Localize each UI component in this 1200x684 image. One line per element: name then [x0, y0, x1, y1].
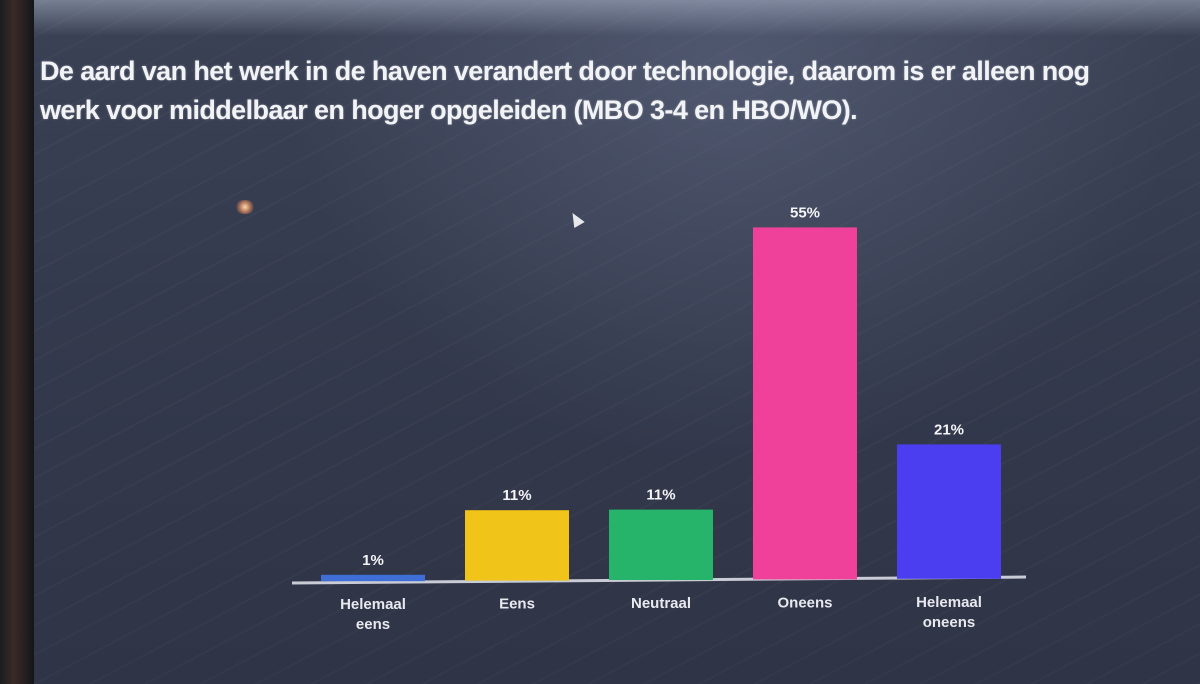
bar-3	[753, 227, 857, 580]
screen-glare	[34, 0, 1200, 36]
bar-value-label: 21%	[934, 421, 964, 438]
monitor-bezel	[0, 0, 34, 684]
bar-value-label: 11%	[646, 487, 675, 504]
poll-question: De aard van het werk in de haven verande…	[40, 56, 1090, 125]
poll-bar-chart: 1% Helemaal eens 11% Eens 11% Neutraal 55% Oneen…	[291, 204, 1027, 633]
bar-4	[897, 444, 1001, 579]
bar-value-label: 11%	[502, 487, 531, 504]
bar-value-label: 55%	[790, 204, 820, 221]
bar-value-label: 1%	[362, 552, 384, 569]
presentation-screen: De aard van het werk in de haven verande…	[34, 0, 1200, 684]
category-label: Oneens	[777, 594, 832, 611]
bar-0	[321, 574, 425, 582]
bar-2	[609, 509, 713, 580]
category-label: Helemaal eens	[340, 596, 406, 633]
category-label: Neutraal	[631, 595, 691, 612]
category-label: Helemaal oneens	[916, 594, 982, 631]
light-reflection	[234, 200, 256, 214]
bar-1	[465, 510, 569, 581]
category-label: Eens	[499, 596, 535, 613]
